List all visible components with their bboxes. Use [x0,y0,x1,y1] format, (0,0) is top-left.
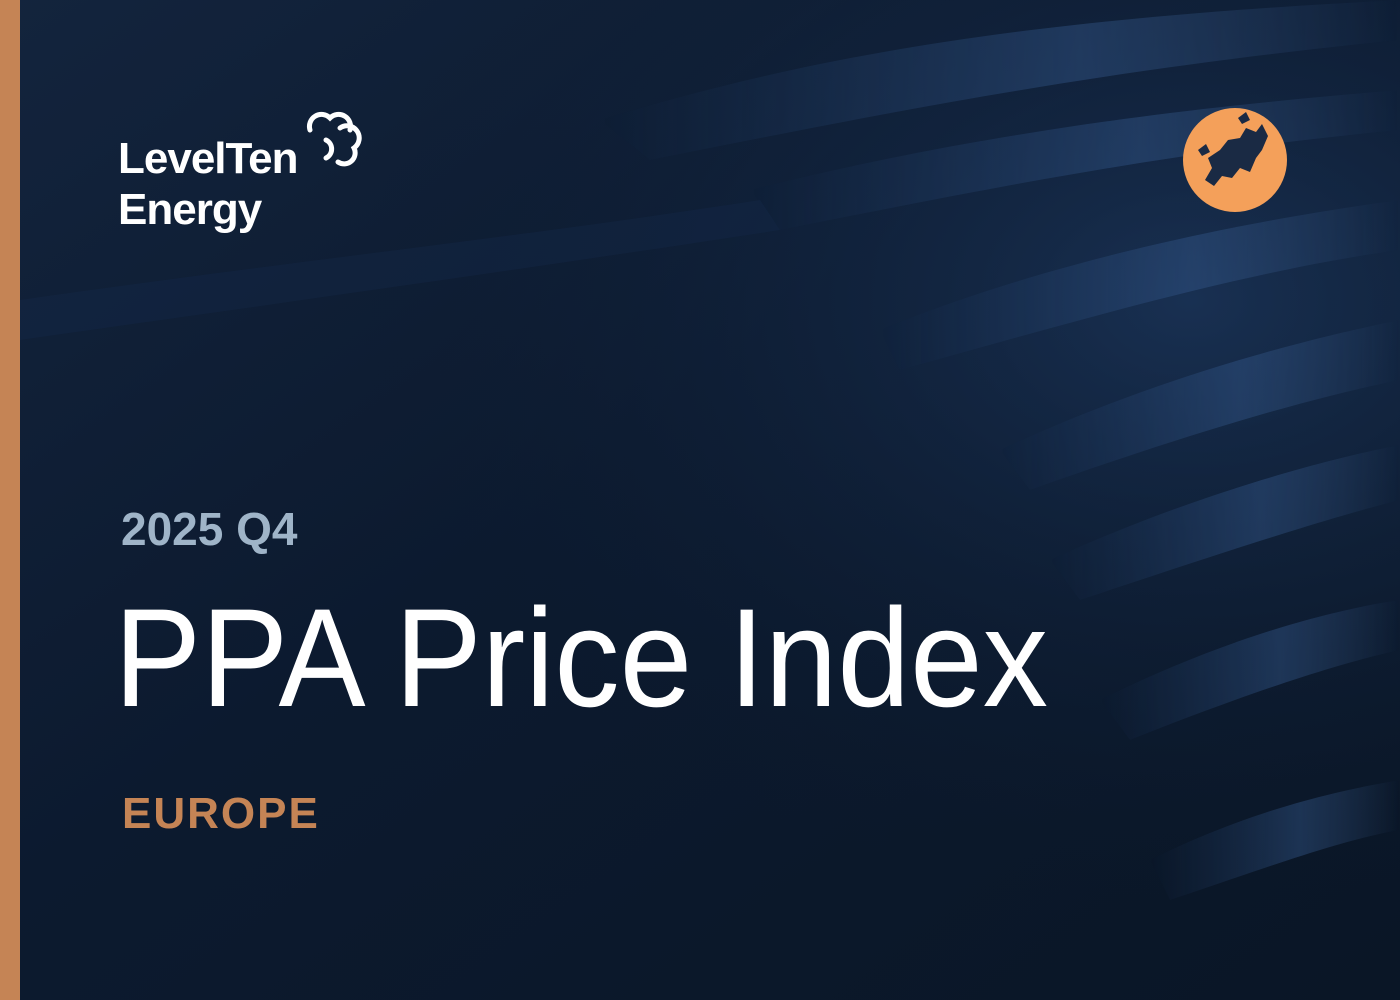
region-badge [1183,108,1287,212]
europe-map [1198,112,1268,186]
accent-stripe [0,0,20,1000]
logo-line2: Energy [118,185,263,234]
region: EUROPE [122,789,320,838]
logo-line1: LevelTen [118,134,297,183]
wave-texture [20,0,1400,900]
period: 2025 Q4 [121,503,298,555]
logo-icon [306,111,362,167]
title: PPA Price Index [114,579,1048,736]
logo: LevelTen Energy [118,111,362,234]
